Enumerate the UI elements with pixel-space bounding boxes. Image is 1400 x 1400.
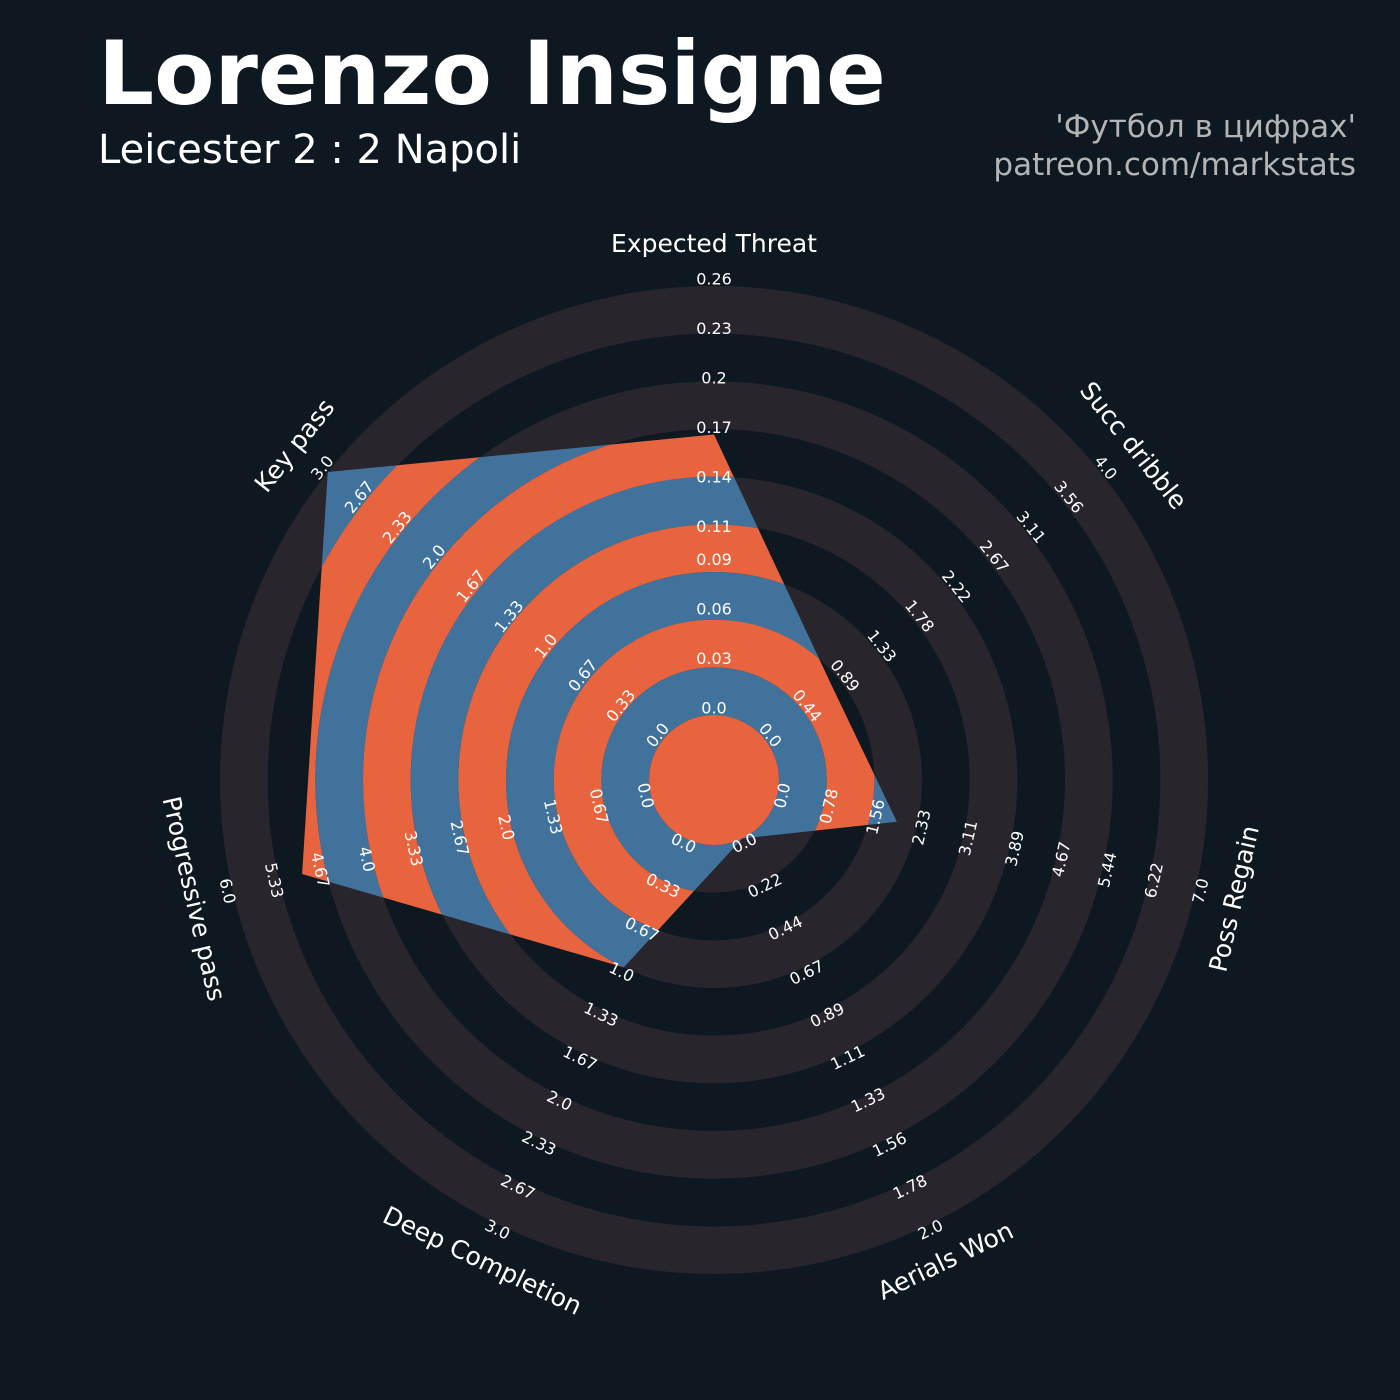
- tick-label: 0.2: [701, 369, 726, 388]
- tick-label: 0.09: [696, 550, 732, 569]
- param-label: Expected Threat: [611, 229, 817, 258]
- param-label: Poss Regain: [1203, 823, 1264, 975]
- tick-label: 0.0: [701, 699, 726, 718]
- chart-title: Lorenzo Insigne: [98, 22, 886, 125]
- chart-subtitle: Leicester 2 : 2 Napoli: [98, 127, 521, 173]
- tick-label: 0.17: [696, 418, 732, 437]
- tick-label: 0.23: [696, 319, 732, 338]
- tick-label: 0.11: [696, 517, 732, 536]
- tick-label: 0.14: [696, 468, 732, 487]
- tick-label: 0.26: [696, 270, 732, 289]
- tick-label: 0.03: [696, 649, 732, 668]
- data-core: [649, 715, 779, 845]
- credit: patreon.com/markstats: [993, 147, 1356, 183]
- tick-label: 0.06: [696, 600, 732, 619]
- credit: 'Футбол в цифрах': [1055, 109, 1356, 145]
